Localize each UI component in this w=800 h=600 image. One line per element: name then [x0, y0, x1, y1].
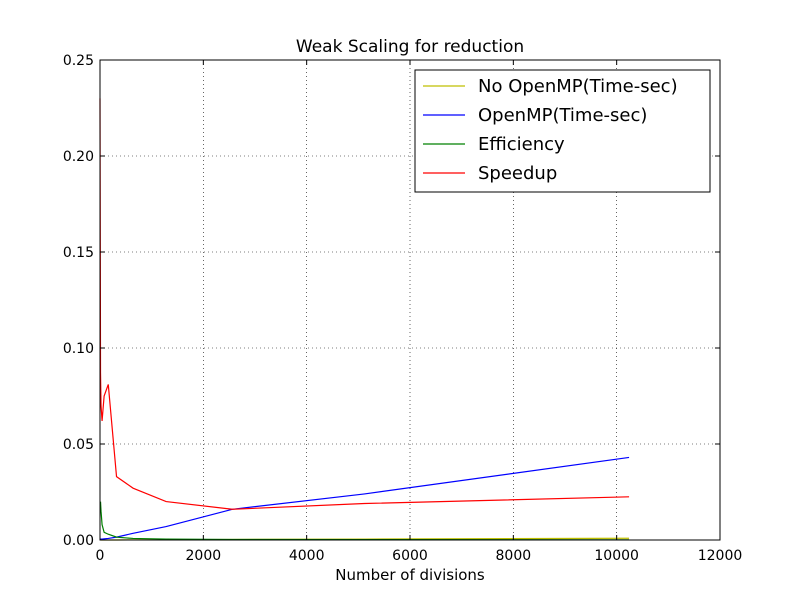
y-tick-label: 0.05 — [63, 437, 94, 453]
x-tick-label: 6000 — [392, 548, 428, 564]
y-tick-label: 0.20 — [63, 149, 94, 165]
x-axis-label: Number of divisions — [335, 566, 485, 584]
y-tick-label: 0.00 — [63, 533, 94, 549]
x-tick-label: 0 — [96, 548, 105, 564]
x-tick-label: 8000 — [496, 548, 532, 564]
y-tick-label: 0.15 — [63, 245, 94, 261]
y-tick-label: 0.25 — [63, 53, 94, 69]
x-tick-label: 2000 — [186, 548, 222, 564]
legend-label: Efficiency — [478, 134, 565, 155]
x-tick-label: 10000 — [594, 548, 639, 564]
series-line-2 — [99, 501, 630, 541]
chart-title: Weak Scaling for reduction — [296, 37, 524, 57]
x-tick-label: 4000 — [289, 548, 325, 564]
legend-box — [414, 69, 711, 193]
ticks: 0 2000 4000 6000 8000 10000 12000 0.00 0.05 0.10 0… — [63, 53, 742, 564]
x-tick-label: 12000 — [698, 548, 743, 564]
series-line-3 — [99, 98, 630, 510]
legend-label: No OpenMP(Time-sec) — [478, 76, 678, 97]
legend-label: OpenMP(Time-sec) — [478, 105, 647, 126]
y-tick-label: 0.10 — [63, 341, 94, 357]
legend-label: Speedup — [478, 163, 557, 184]
legend: No OpenMP(Time-sec) OpenMP(Time-sec) Effic… — [414, 69, 711, 193]
